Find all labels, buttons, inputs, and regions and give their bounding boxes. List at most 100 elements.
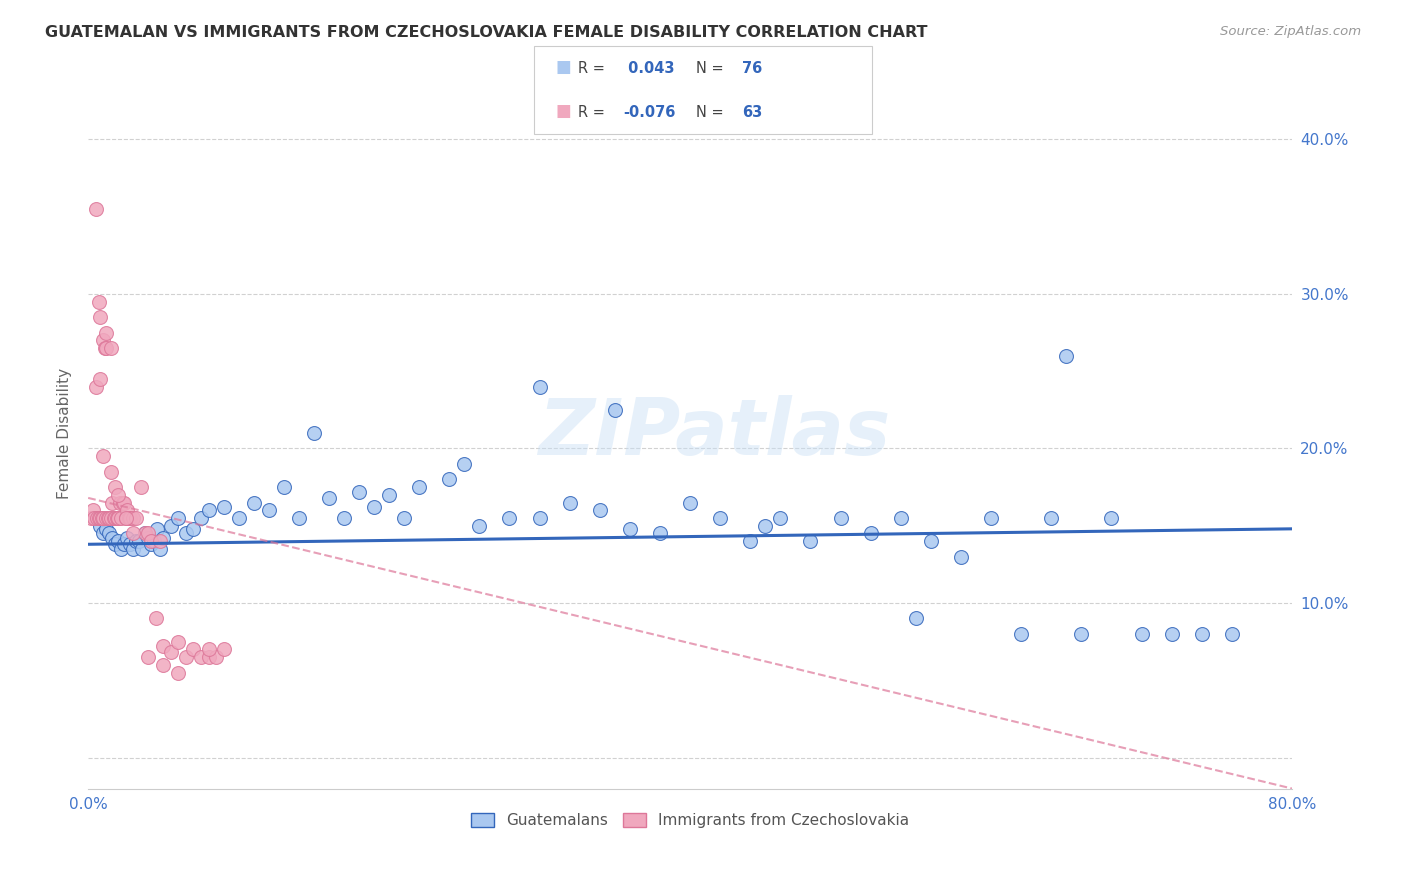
Point bbox=[89, 511, 111, 525]
Point bbox=[529, 379, 551, 393]
Point bbox=[91, 449, 114, 463]
Point bbox=[197, 650, 219, 665]
Point bbox=[91, 333, 114, 347]
Point bbox=[96, 326, 118, 340]
Point bbox=[101, 531, 124, 545]
Point bbox=[799, 534, 821, 549]
Point bbox=[110, 511, 132, 525]
Point bbox=[120, 511, 142, 525]
Point bbox=[212, 642, 235, 657]
Point bbox=[205, 650, 228, 665]
Point bbox=[890, 511, 912, 525]
Point bbox=[100, 465, 122, 479]
Point bbox=[167, 665, 190, 680]
Point bbox=[105, 511, 128, 525]
Point bbox=[107, 534, 129, 549]
Point bbox=[114, 511, 136, 525]
Point bbox=[82, 503, 104, 517]
Point bbox=[160, 518, 183, 533]
Point bbox=[190, 650, 212, 665]
Point bbox=[183, 522, 205, 536]
Point bbox=[242, 495, 264, 509]
Point bbox=[920, 534, 942, 549]
Point bbox=[111, 495, 134, 509]
Legend: Guatemalans, Immigrants from Czechoslovakia: Guatemalans, Immigrants from Czechoslova… bbox=[464, 807, 915, 834]
Point bbox=[131, 541, 153, 556]
Point bbox=[104, 480, 127, 494]
Point bbox=[91, 526, 114, 541]
Point bbox=[1040, 511, 1063, 525]
Point bbox=[122, 541, 145, 556]
Point bbox=[117, 503, 139, 517]
Point bbox=[167, 634, 190, 648]
Point bbox=[84, 511, 107, 525]
Point bbox=[138, 531, 160, 545]
Point bbox=[145, 611, 167, 625]
Point bbox=[146, 522, 169, 536]
Text: 76: 76 bbox=[742, 61, 762, 76]
Point bbox=[125, 511, 148, 525]
Text: Source: ZipAtlas.com: Source: ZipAtlas.com bbox=[1220, 25, 1361, 38]
Point bbox=[91, 511, 114, 525]
Point bbox=[160, 645, 183, 659]
Point bbox=[93, 341, 115, 355]
Point bbox=[558, 495, 581, 509]
Point bbox=[128, 534, 150, 549]
Point bbox=[619, 522, 641, 536]
Text: N =: N = bbox=[696, 61, 728, 76]
Point bbox=[1160, 627, 1182, 641]
Point bbox=[152, 640, 174, 654]
Point bbox=[174, 650, 197, 665]
Point bbox=[96, 522, 118, 536]
Point bbox=[114, 511, 136, 525]
Point bbox=[679, 495, 702, 509]
Text: R =: R = bbox=[578, 61, 609, 76]
Point bbox=[100, 341, 122, 355]
Point bbox=[141, 534, 163, 549]
Point bbox=[84, 202, 107, 216]
Point bbox=[107, 511, 129, 525]
Point bbox=[363, 500, 385, 515]
Point bbox=[125, 534, 148, 549]
Point bbox=[190, 511, 212, 525]
Point bbox=[1010, 627, 1032, 641]
Point bbox=[101, 495, 124, 509]
Point bbox=[603, 402, 626, 417]
Point bbox=[152, 531, 174, 545]
Point bbox=[167, 511, 190, 525]
Point bbox=[228, 511, 250, 525]
Point bbox=[1130, 627, 1153, 641]
Point bbox=[1054, 349, 1077, 363]
Point bbox=[89, 310, 111, 324]
Point bbox=[104, 537, 127, 551]
Point bbox=[468, 518, 491, 533]
Point bbox=[453, 457, 475, 471]
Text: N =: N = bbox=[696, 105, 728, 120]
Point bbox=[149, 541, 172, 556]
Text: -0.076: -0.076 bbox=[623, 105, 675, 120]
Point bbox=[87, 294, 110, 309]
Point bbox=[100, 511, 122, 525]
Point bbox=[197, 642, 219, 657]
Point bbox=[97, 511, 120, 525]
Point bbox=[107, 488, 129, 502]
Point bbox=[1070, 627, 1092, 641]
Point bbox=[122, 511, 145, 525]
Point bbox=[110, 541, 132, 556]
Point bbox=[318, 491, 340, 505]
Point bbox=[134, 526, 156, 541]
Point bbox=[107, 511, 129, 525]
Point bbox=[439, 472, 461, 486]
Point bbox=[149, 534, 172, 549]
Point bbox=[830, 511, 852, 525]
Point bbox=[118, 511, 141, 525]
Text: ■: ■ bbox=[555, 58, 571, 76]
Text: ■: ■ bbox=[555, 103, 571, 120]
Point bbox=[138, 526, 160, 541]
Text: 0.043: 0.043 bbox=[623, 61, 675, 76]
Point bbox=[769, 511, 792, 525]
Point bbox=[1220, 627, 1243, 641]
Point bbox=[740, 534, 762, 549]
Point bbox=[904, 611, 927, 625]
Point bbox=[134, 526, 156, 541]
